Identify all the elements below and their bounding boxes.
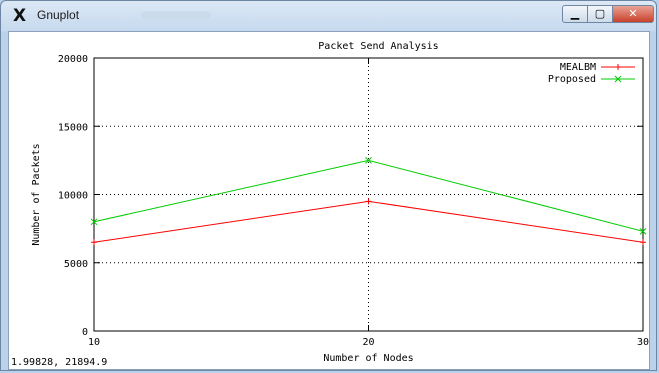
- legend-label: Proposed: [548, 74, 596, 85]
- data-point: [365, 198, 372, 205]
- data-point: [640, 239, 646, 246]
- close-button[interactable]: ✕: [612, 5, 654, 23]
- data-point: [639, 228, 647, 235]
- chart-svg: 0 5000 10000 15000 20000 10 20 30 Packet Send An…: [31, 41, 649, 364]
- maximize-button[interactable]: ▢: [587, 5, 613, 23]
- x-tick-label: 10: [88, 337, 100, 348]
- close-icon: ✕: [628, 7, 638, 20]
- blurred-title-area: [141, 11, 211, 19]
- y-tick-label: 0: [82, 327, 88, 338]
- y-axis-label: Number of Packets: [31, 143, 42, 245]
- series-line-proposed: [93, 159, 644, 232]
- y-tick-label: 20000: [58, 54, 88, 65]
- x11-logo-icon: X: [13, 6, 27, 26]
- x-tick-label: 20: [362, 337, 374, 348]
- data-point: [90, 218, 98, 226]
- title-bar[interactable]: X Gnuplot ▁ ▢ ✕: [1, 1, 656, 31]
- legend-marker: [614, 75, 622, 83]
- legend-marker: [615, 64, 621, 70]
- plot-canvas[interactable]: 0 5000 10000 15000 20000 10 20 30 Packet Send An…: [8, 31, 650, 370]
- maximize-icon: ▢: [594, 7, 606, 20]
- x-axis-label: Number of Nodes: [323, 353, 413, 364]
- x-tick-label: 30: [637, 337, 649, 348]
- legend-label: MEALBM: [560, 62, 596, 73]
- y-tick-label: 5000: [64, 259, 88, 270]
- window-title: Gnuplot: [37, 8, 80, 22]
- minimize-button[interactable]: ▁: [562, 5, 588, 23]
- y-tick-label: 10000: [58, 191, 88, 202]
- minimize-icon: ▁: [570, 7, 580, 20]
- series-line-mealbm: [93, 200, 644, 243]
- chart-title: Packet Send Analysis: [318, 41, 438, 52]
- data-point: [365, 157, 372, 164]
- y-tick-label: 15000: [58, 122, 88, 133]
- data-point: [91, 239, 97, 246]
- cursor-coordinates: 1.99828, 21894.9: [9, 357, 108, 369]
